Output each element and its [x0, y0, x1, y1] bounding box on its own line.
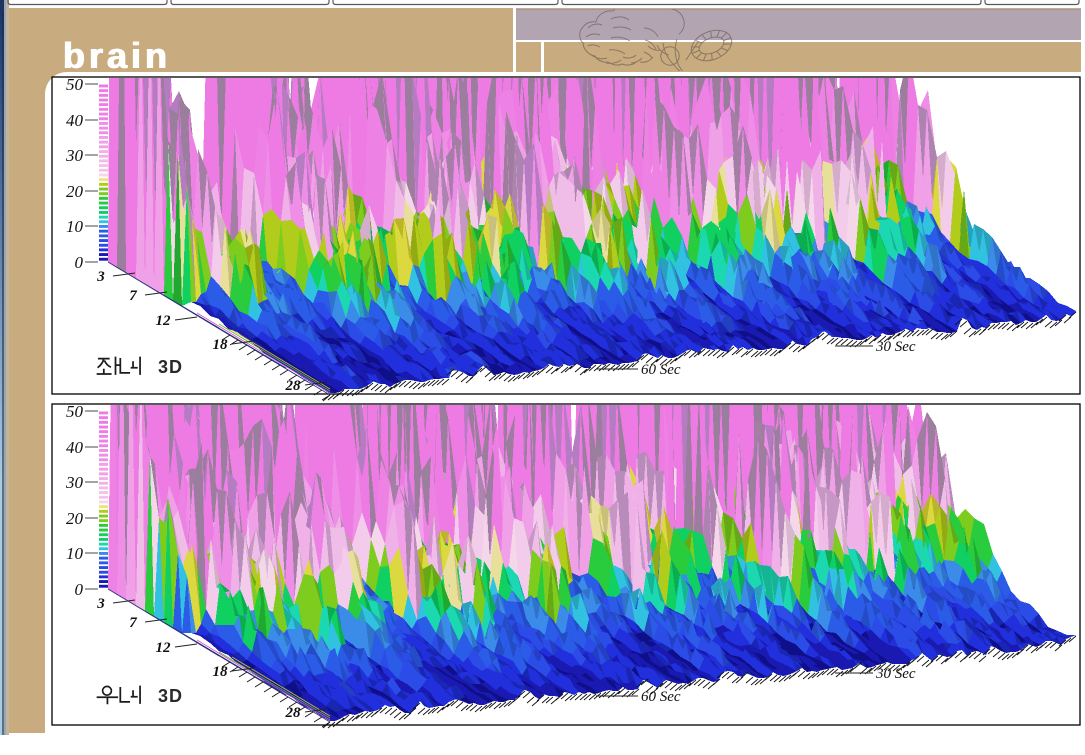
svg-text:20: 20 — [66, 509, 84, 528]
svg-text:3: 3 — [96, 269, 105, 285]
svg-text:0: 0 — [75, 580, 84, 599]
svg-text:3D: 3D — [158, 686, 183, 706]
svg-text:0: 0 — [75, 253, 84, 272]
svg-text:28: 28 — [285, 705, 302, 721]
svg-text:10: 10 — [66, 544, 84, 563]
svg-text:40: 40 — [66, 438, 84, 457]
svg-text:12: 12 — [156, 640, 172, 656]
svg-text:3: 3 — [96, 596, 105, 612]
svg-text:28: 28 — [285, 378, 302, 394]
svg-text:18: 18 — [213, 337, 229, 353]
svg-text:30: 30 — [65, 146, 84, 165]
svg-text:40: 40 — [66, 111, 84, 130]
svg-text:18: 18 — [213, 664, 229, 680]
svg-text:12: 12 — [156, 313, 172, 329]
svg-text:60 Sec: 60 Sec — [641, 689, 681, 705]
svg-text:20: 20 — [66, 182, 84, 201]
svg-text:50: 50 — [66, 402, 84, 421]
svg-text:3D: 3D — [158, 357, 183, 377]
svg-text:7: 7 — [129, 288, 137, 304]
svg-text:60 Sec: 60 Sec — [641, 362, 681, 378]
svg-text:30: 30 — [65, 473, 84, 492]
svg-text:7: 7 — [129, 615, 137, 631]
svg-text:50: 50 — [66, 75, 84, 94]
svg-text:30 Sec: 30 Sec — [875, 666, 916, 682]
svg-text:10: 10 — [66, 217, 84, 236]
svg-text:30 Sec: 30 Sec — [875, 339, 916, 355]
